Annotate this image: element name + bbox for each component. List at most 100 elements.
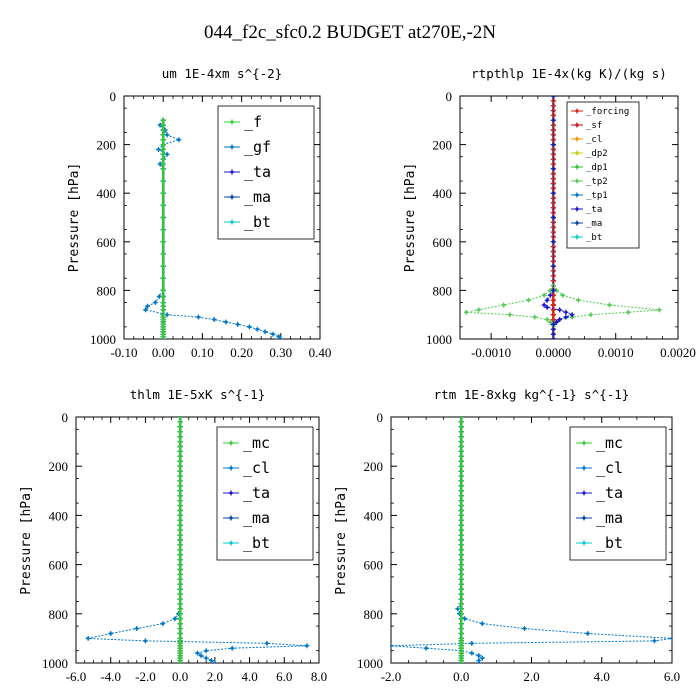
data-point-f-dot bbox=[161, 143, 165, 147]
y-axis-label: Pressure [hPa] bbox=[403, 163, 418, 273]
y-tick-label: 0 bbox=[377, 410, 384, 425]
data-point-mc-dot bbox=[459, 420, 463, 424]
data-point-mc-dot bbox=[459, 538, 463, 542]
data-point-forcing-dot bbox=[551, 152, 555, 156]
data-point-cl-dot bbox=[470, 651, 474, 655]
legend: _f _gf _ta _ma _bt bbox=[217, 105, 315, 240]
data-point-cl-dot bbox=[199, 654, 203, 658]
data-point-ta-dot bbox=[551, 288, 555, 292]
data-point-cl-dot bbox=[161, 622, 165, 626]
data-point-mc-dot bbox=[459, 417, 463, 419]
legend-label: _bt bbox=[596, 534, 623, 552]
data-point-mc bbox=[177, 417, 183, 420]
data-point-mc-dot bbox=[459, 607, 463, 611]
data-point-tp2-dot bbox=[561, 293, 565, 297]
data-point-mc-dot bbox=[178, 454, 182, 458]
data-point-ta-dot bbox=[551, 118, 555, 122]
data-point-ta-dot bbox=[542, 303, 546, 307]
y-tick-label: 200 bbox=[97, 138, 117, 153]
series-line-tp1 bbox=[466, 96, 554, 339]
data-point-mc-dot bbox=[178, 504, 182, 508]
x-tick-label: 4.0 bbox=[594, 669, 610, 684]
data-point-mc-dot bbox=[459, 484, 463, 488]
legend-marker-dot bbox=[230, 170, 234, 174]
legend-marker-dot bbox=[229, 541, 233, 545]
legend-label: _gf bbox=[244, 138, 271, 156]
legend-label: _dp1 bbox=[586, 163, 608, 173]
panel-4: rtm 1E-8xkg kg^{-1} s^{-1} Pressure [hPa]… bbox=[334, 387, 680, 684]
data-point-f-dot bbox=[161, 179, 165, 183]
legend-marker-dot bbox=[575, 165, 579, 169]
data-point-mc-dot bbox=[459, 523, 463, 527]
data-point-f-dot bbox=[161, 133, 165, 137]
data-point-cl-dot bbox=[204, 649, 208, 653]
data-point-forcing-dot bbox=[551, 104, 555, 108]
x-tick-label: 0.0010 bbox=[598, 345, 634, 360]
legend-marker-dot bbox=[575, 179, 579, 183]
data-point-gf-dot bbox=[196, 315, 200, 319]
data-point-cl-dot bbox=[109, 631, 113, 635]
plot-area bbox=[463, 96, 662, 339]
data-point-mc-dot bbox=[459, 548, 463, 552]
legend-marker-dot bbox=[575, 221, 579, 225]
data-point-tp1-dot bbox=[548, 320, 552, 324]
data-point-forcing-dot bbox=[551, 303, 555, 307]
data-point-gf-dot bbox=[271, 332, 275, 336]
data-point-f-dot bbox=[161, 138, 165, 142]
data-point-forcing-dot bbox=[551, 269, 555, 273]
data-point-cl-dot bbox=[463, 617, 467, 621]
data-point-mc-dot bbox=[459, 622, 463, 626]
data-point-cl-dot bbox=[424, 646, 428, 650]
data-point-ta-dot bbox=[551, 332, 555, 336]
data-point-gf-dot bbox=[165, 313, 169, 317]
x-tick-label: 0.10 bbox=[191, 345, 214, 360]
data-point-ta-dot bbox=[570, 313, 574, 317]
data-point-ta-dot bbox=[551, 327, 555, 331]
data-point-f bbox=[160, 336, 166, 339]
data-point-mc-dot bbox=[459, 627, 463, 631]
data-point-mc-dot bbox=[178, 430, 182, 434]
legend-marker-dot bbox=[575, 109, 579, 113]
data-point-tp2-dot bbox=[626, 310, 630, 314]
data-point-cl-dot bbox=[204, 656, 208, 660]
data-point-ta-dot bbox=[551, 96, 555, 98]
data-point-mc-dot bbox=[459, 553, 463, 557]
data-point-ta-dot bbox=[551, 240, 555, 244]
legend-marker-dot bbox=[230, 220, 234, 224]
y-tick-label: 400 bbox=[97, 186, 117, 201]
legend-marker-dot bbox=[229, 516, 233, 520]
data-point-gf-dot bbox=[153, 301, 157, 305]
data-point-mc-dot bbox=[459, 543, 463, 547]
data-point-mc-dot bbox=[459, 499, 463, 503]
legend-label: _ma bbox=[244, 188, 271, 206]
legend-label: _forcing bbox=[586, 107, 629, 117]
data-point-gf-dot bbox=[177, 138, 181, 142]
data-point-forcing-dot bbox=[551, 313, 555, 317]
legend-marker-dot bbox=[575, 193, 579, 197]
data-point-mc-dot bbox=[459, 577, 463, 581]
data-point-mc-dot bbox=[459, 612, 463, 616]
data-point-mc-dot bbox=[178, 622, 182, 626]
data-point-f-dot bbox=[161, 252, 165, 256]
data-point-tp1-dot bbox=[542, 293, 546, 297]
data-point-mc-dot bbox=[178, 417, 182, 419]
x-tick-label: 0.0020 bbox=[660, 345, 696, 360]
data-point-mc-dot bbox=[178, 572, 182, 576]
data-point-mc-dot bbox=[459, 504, 463, 508]
data-point-f-dot bbox=[161, 240, 165, 244]
data-point-mc-dot bbox=[178, 602, 182, 606]
legend-label: _mc bbox=[596, 434, 623, 452]
data-point-mc-dot bbox=[459, 508, 463, 512]
y-tick-label: 600 bbox=[49, 558, 69, 573]
data-point-tp1-dot bbox=[508, 313, 512, 317]
data-point-mc-dot bbox=[459, 479, 463, 483]
legend-label: _ta bbox=[243, 484, 270, 502]
data-point-cl-dot bbox=[477, 654, 481, 658]
legend-label: _ta bbox=[244, 163, 271, 181]
y-tick-label: 200 bbox=[364, 459, 384, 474]
data-point-mc-dot bbox=[178, 499, 182, 503]
data-point-cl bbox=[669, 635, 672, 641]
series-line-cl bbox=[391, 417, 672, 663]
data-point-mc-dot bbox=[178, 558, 182, 562]
data-point-mc-dot bbox=[459, 445, 463, 449]
